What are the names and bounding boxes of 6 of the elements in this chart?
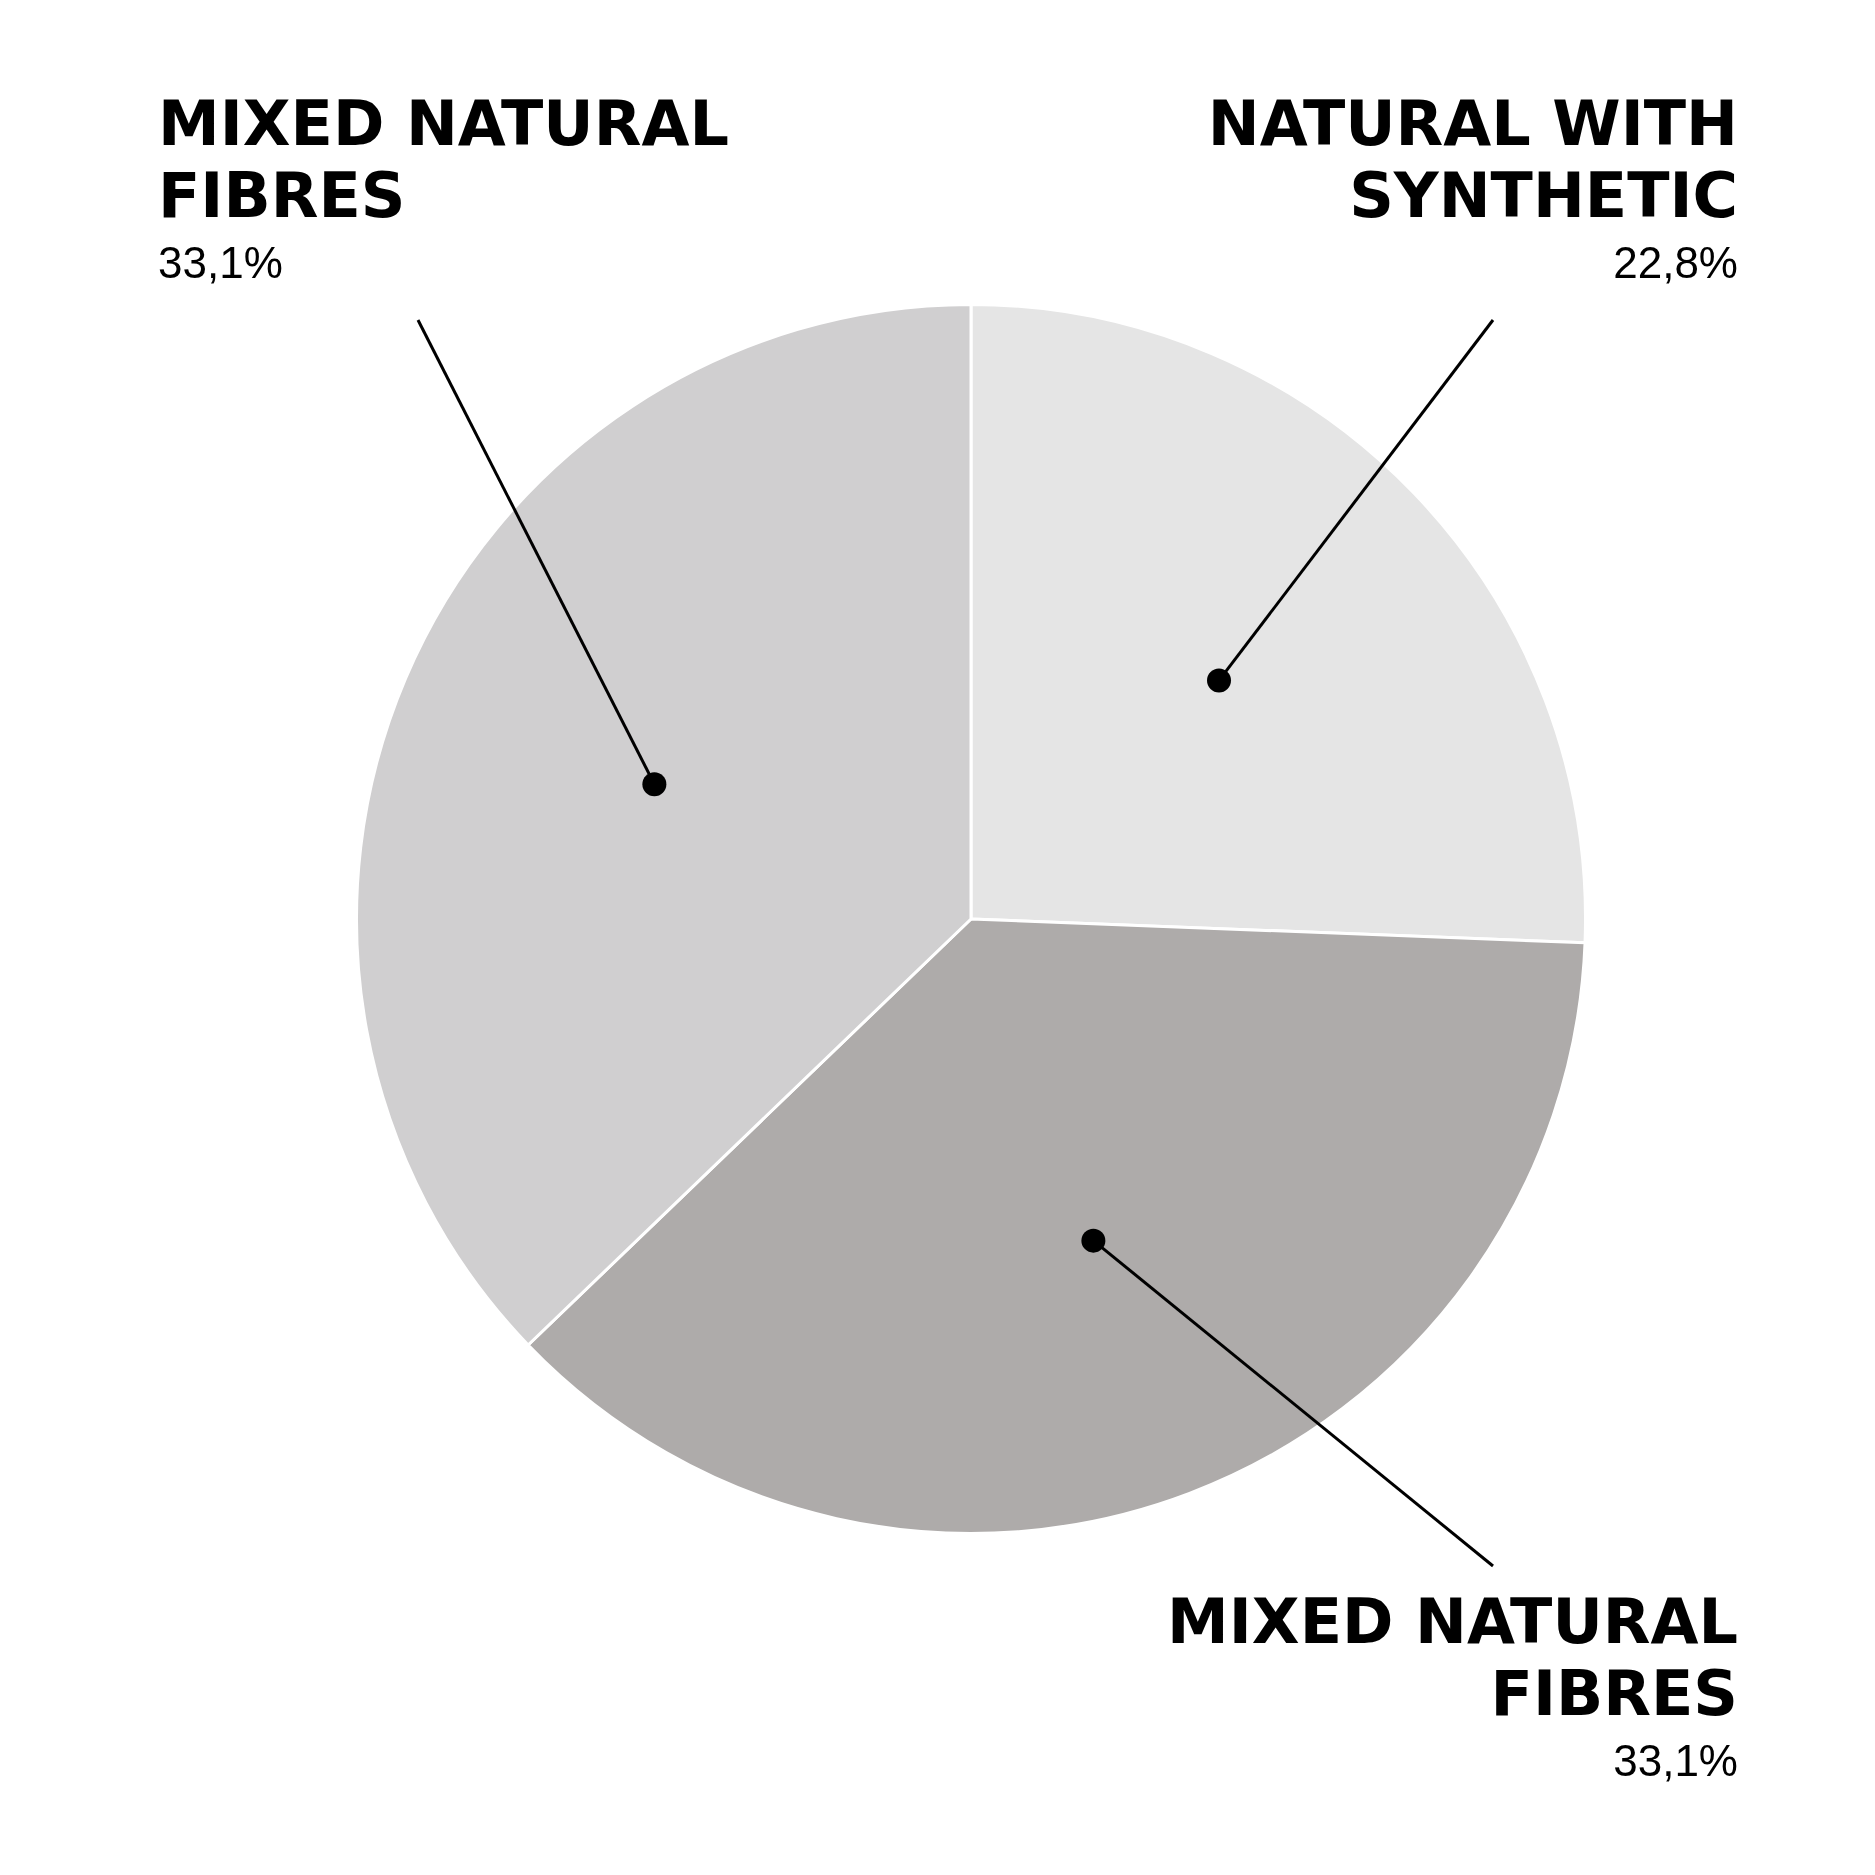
data-label: 33,1% [158,238,283,288]
data-label: 33,1% [1613,1736,1738,1786]
slice-label: MIXED NATURAL FIBRES [158,87,729,233]
slice-label: NATURAL WITH SYNTHETIC [1207,87,1738,233]
slice-label: MIXED NATURAL FIBRES [1167,1585,1738,1731]
data-label: 22,8% [1613,238,1738,288]
